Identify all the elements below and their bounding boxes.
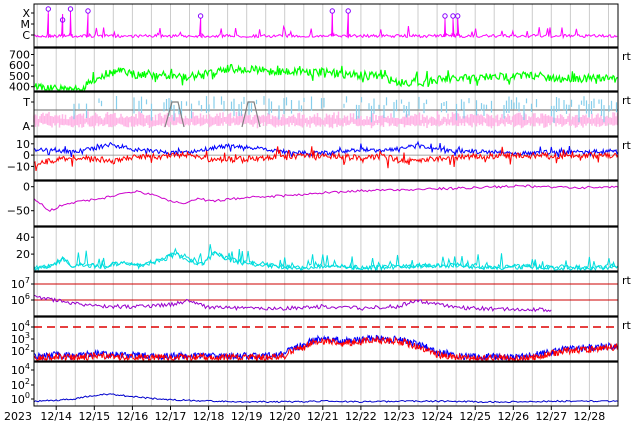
x-tick-label: 12/14 (40, 410, 72, 423)
y-tick-label: 0 (23, 181, 30, 194)
y-tick-label: 600 (9, 59, 30, 72)
x-tick-label: 12/24 (421, 410, 453, 423)
proton-flux-line (33, 294, 552, 313)
x-tick-label: 12/23 (383, 410, 415, 423)
y-tick-label: 104 (11, 362, 30, 377)
panel-right-label: rt (622, 274, 632, 287)
bz-line (33, 146, 619, 172)
panel-right-label: rt (622, 139, 632, 152)
frame-layer (31, 3, 619, 410)
panel-frame (33, 3, 619, 48)
dst-line (33, 184, 619, 212)
density-line (33, 250, 619, 272)
y-tick-label: 400 (9, 81, 30, 94)
x-tick-label: 12/28 (574, 410, 606, 423)
y-tick-label: 104 (11, 319, 30, 334)
speed-line (33, 63, 619, 93)
y-tick-label: T (22, 96, 30, 109)
panel-right-label: rt (622, 319, 632, 332)
flare-marker (45, 6, 51, 12)
x-tick-label: 12/17 (155, 410, 187, 423)
y-tick-label: A (22, 120, 30, 133)
year-label: 2023 (4, 410, 32, 423)
flare-marker (67, 6, 74, 12)
flare-marker (85, 8, 91, 14)
y-tick-label: 103 (11, 331, 30, 346)
x-tick-label: 12/25 (459, 410, 491, 423)
flare-marker (345, 8, 351, 14)
bottom-flux-line (33, 393, 619, 404)
y-tick-label: 102 (11, 377, 30, 392)
x-tick-label: 12/27 (535, 410, 567, 423)
x-tick-label: 12/15 (78, 410, 110, 423)
y-tick-label: X (22, 7, 30, 20)
flare-marker (329, 8, 335, 14)
label-layer: 2023 12/14 12/15 12/16 12/17 12/18 12/19 12/20… (4, 7, 632, 423)
x-tick-label: 12/20 (269, 410, 301, 423)
flare-marker (197, 13, 204, 19)
electron-flux-red (33, 335, 619, 362)
panel-right-label: rt (622, 50, 632, 63)
data-layer (33, 6, 619, 404)
panel-right-label: rt (622, 94, 632, 107)
flare-marker (442, 13, 448, 19)
x-tick-label: 12/16 (117, 410, 149, 423)
x-tick-label: 12/19 (231, 410, 263, 423)
flare-marker (450, 13, 456, 19)
y-tick-label: M (21, 18, 31, 31)
x-tick-label: 12/18 (193, 410, 225, 423)
y-tick-label: 102 (11, 343, 30, 358)
y-tick-label: 100 (11, 391, 30, 406)
index-trapezoid (164, 101, 185, 128)
x-tick-label: 12/21 (307, 410, 339, 423)
y-tick-label: 700 (9, 49, 30, 62)
y-tick-label: −10 (7, 160, 30, 173)
flare-class-line (33, 13, 618, 40)
y-tick-label: 40 (16, 231, 30, 244)
grid-layer (36, 4, 609, 406)
panel-frame (33, 361, 619, 407)
index-trapezoid (241, 101, 261, 128)
y-tick-label: 107 (11, 276, 30, 291)
y-tick-label: 0 (23, 149, 30, 162)
y-tick-label: −50 (7, 205, 30, 218)
y-tick-label: 106 (11, 292, 30, 307)
flare-marker (455, 13, 461, 19)
bt-line (33, 140, 619, 159)
panel-frame (33, 271, 619, 317)
y-tick-label: C (22, 29, 30, 42)
panel-frame (33, 180, 619, 227)
y-tick-label: 20 (16, 248, 30, 261)
flare-marker (59, 17, 66, 23)
y-tick-label: 10 (16, 138, 30, 151)
x-tick-label: 12/26 (497, 410, 529, 423)
y-tick-label: 500 (9, 70, 30, 83)
x-tick-label: 12/22 (345, 410, 377, 423)
